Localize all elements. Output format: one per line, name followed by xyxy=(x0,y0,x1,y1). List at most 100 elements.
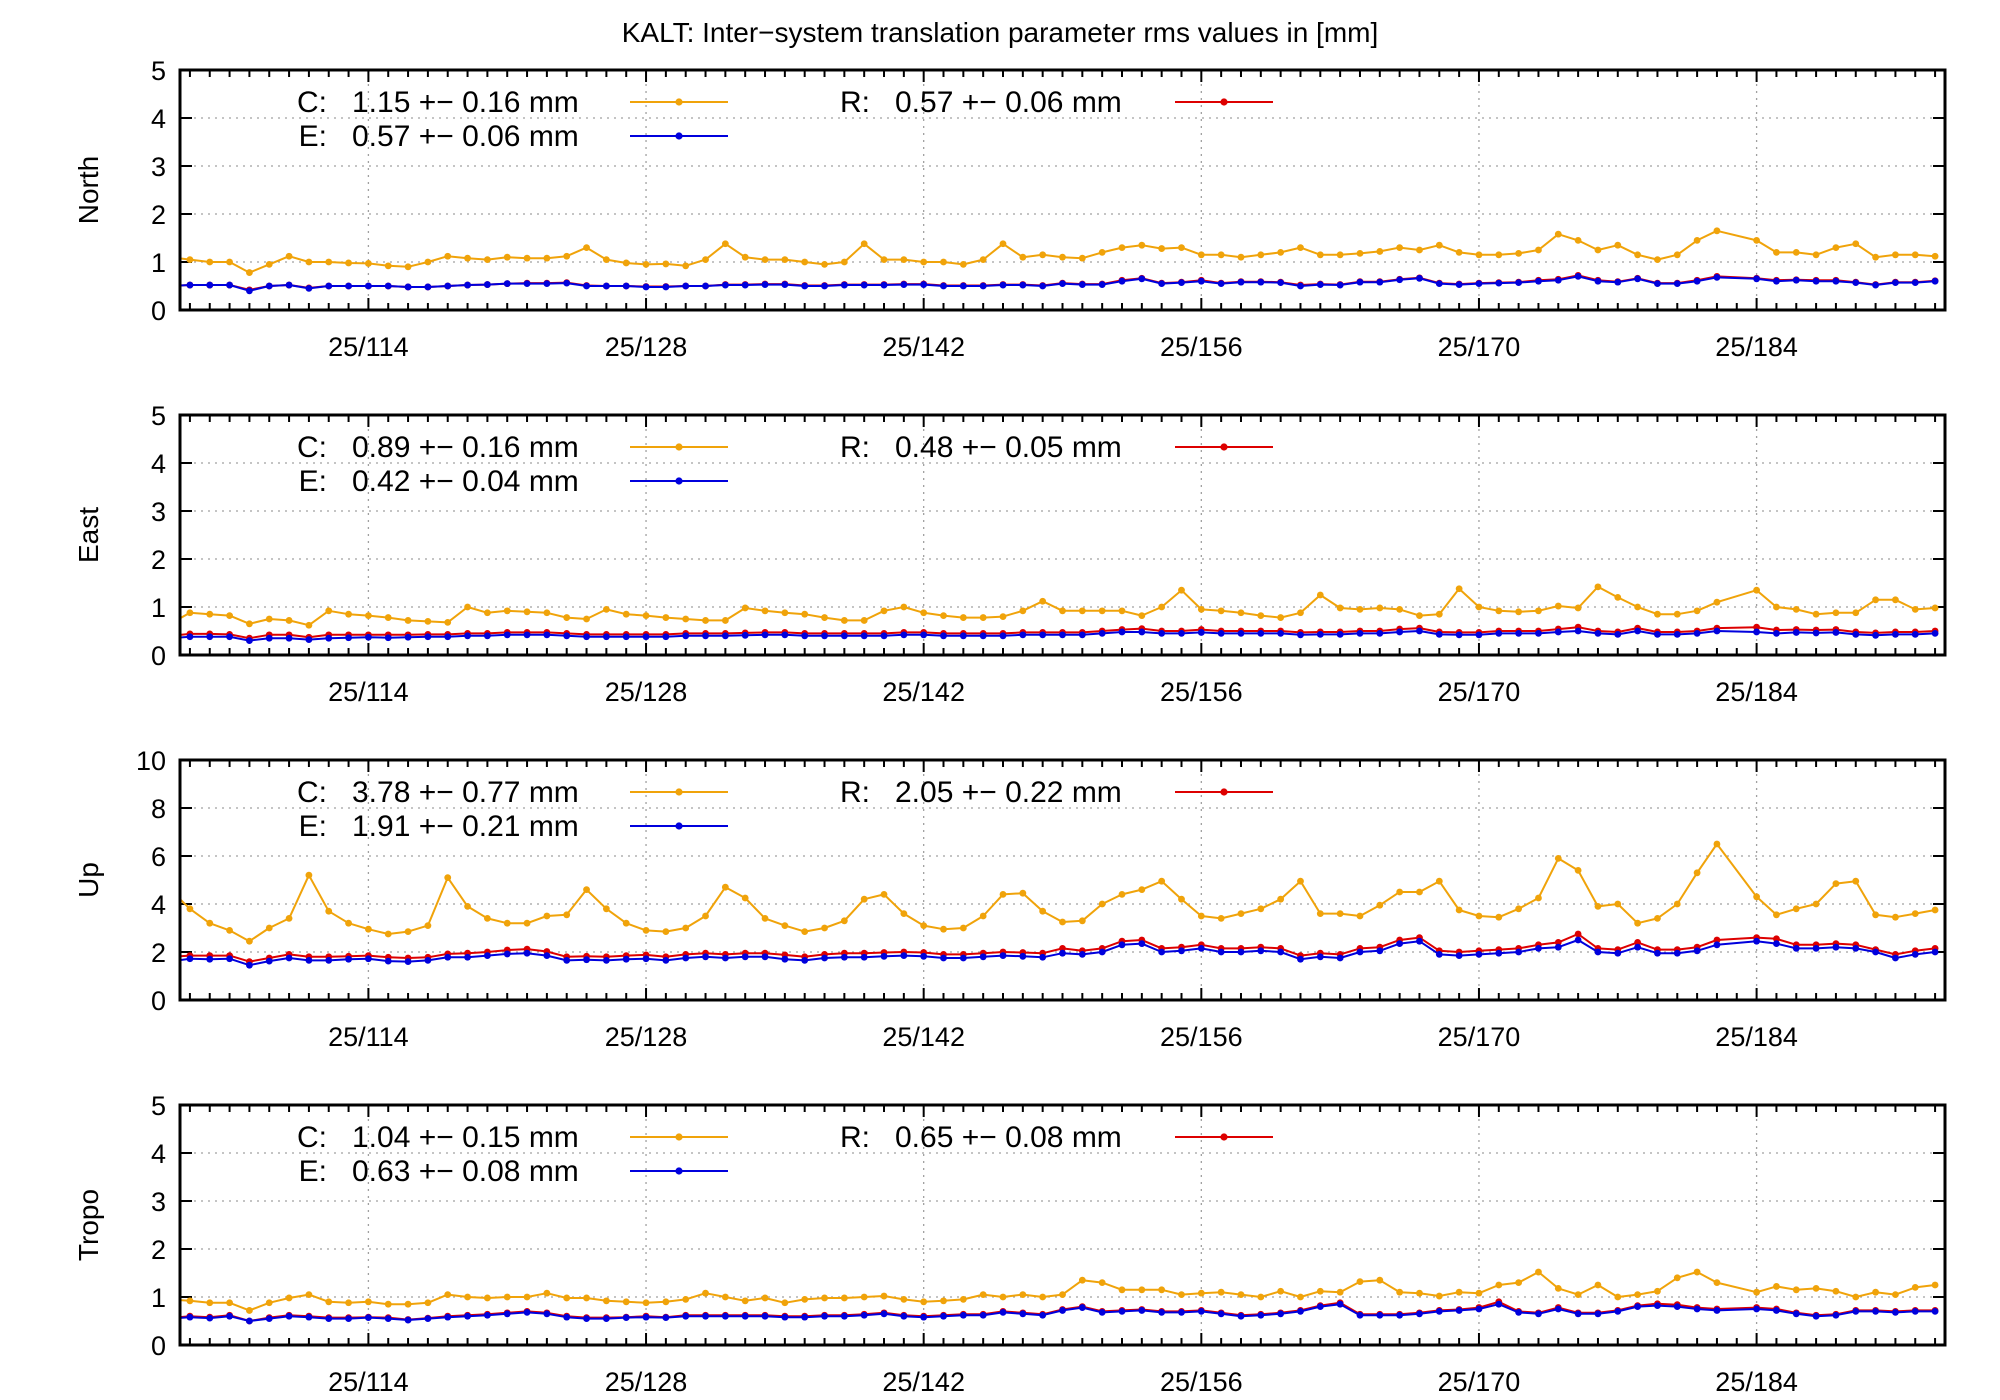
data-point-c xyxy=(364,925,372,933)
data-point-c xyxy=(642,1299,650,1307)
data-point-c xyxy=(325,258,333,266)
data-point-e xyxy=(265,282,273,290)
data-point-e xyxy=(920,281,928,288)
data-point-c xyxy=(1336,604,1344,612)
data-point-e xyxy=(206,633,214,641)
data-point-e xyxy=(1931,277,1939,285)
data-point-e xyxy=(1931,948,1939,956)
y-tick-label: 4 xyxy=(151,104,166,134)
data-point-c xyxy=(702,256,709,263)
data-point-c xyxy=(1554,855,1562,862)
data-point-c xyxy=(1773,1283,1780,1290)
data-point-c xyxy=(1673,1274,1681,1282)
data-point-c xyxy=(226,612,233,620)
data-point-e xyxy=(1634,275,1642,283)
data-point-e xyxy=(781,281,789,288)
data-point-e xyxy=(1237,278,1245,286)
data-point-e xyxy=(1336,1300,1344,1308)
data-point-e xyxy=(1336,954,1344,962)
x-tick-label: 25/142 xyxy=(882,332,965,362)
data-point-c xyxy=(1475,1289,1483,1297)
data-point-c xyxy=(1852,877,1860,885)
data-point-c xyxy=(1495,607,1503,615)
data-point-e xyxy=(840,1312,848,1320)
data-point-c xyxy=(1654,610,1661,618)
data-point-c xyxy=(1178,895,1185,903)
data-point-e xyxy=(1039,631,1047,639)
data-point-e xyxy=(206,281,214,289)
y-tick-label: 3 xyxy=(151,497,166,527)
data-point-e xyxy=(285,281,293,289)
data-point-r xyxy=(1713,936,1721,944)
data-point-e xyxy=(1098,281,1106,288)
data-point-e xyxy=(999,281,1007,289)
data-point-e xyxy=(1158,948,1166,956)
data-point-c xyxy=(702,1289,709,1297)
data-point-e xyxy=(186,281,194,289)
data-point-e xyxy=(1475,1305,1483,1313)
data-point-c xyxy=(424,618,432,625)
data-point-e xyxy=(1574,1310,1582,1318)
data-point-c xyxy=(523,919,531,927)
data-point-c xyxy=(464,1293,471,1301)
data-point-c xyxy=(1178,1291,1185,1298)
data-point-c xyxy=(345,610,352,618)
data-point-e xyxy=(662,1314,670,1322)
data-point-e xyxy=(464,953,471,961)
data-point-c xyxy=(900,256,908,263)
data-point-c xyxy=(167,254,174,261)
y-tick-label: 3 xyxy=(151,1187,166,1217)
legend-label-c: C: xyxy=(297,776,327,809)
data-point-c xyxy=(345,919,352,927)
x-tick-label: 25/128 xyxy=(605,677,688,707)
data-point-e xyxy=(523,280,531,287)
data-point-e xyxy=(464,281,471,289)
legend-value-e: 0.42 +− 0.04 mm xyxy=(352,465,579,498)
y-tick-label: 6 xyxy=(151,842,166,872)
data-point-c xyxy=(880,1292,888,1300)
data-point-c xyxy=(1059,1291,1066,1298)
data-point-c xyxy=(1614,1293,1622,1301)
data-point-c xyxy=(999,1293,1007,1301)
data-point-e xyxy=(1832,629,1840,636)
x-tick-label: 25/114 xyxy=(328,1022,409,1052)
data-point-c xyxy=(1455,1288,1463,1296)
data-point-c xyxy=(622,1298,630,1306)
data-point-c xyxy=(1911,910,1919,917)
data-point-c xyxy=(1495,913,1503,921)
data-point-c xyxy=(523,608,531,616)
data-point-c xyxy=(682,615,690,623)
legend-label-e: E: xyxy=(299,465,327,498)
data-point-e xyxy=(1237,1312,1245,1320)
data-point-c xyxy=(979,912,987,920)
data-point-e xyxy=(583,1315,590,1322)
data-point-c xyxy=(1039,1293,1047,1301)
data-point-c xyxy=(920,258,928,266)
data-point-c xyxy=(920,1298,928,1306)
y-tick-label: 2 xyxy=(151,938,166,968)
data-point-e xyxy=(364,1314,372,1322)
data-point-c xyxy=(662,260,670,268)
x-tick-label: 25/156 xyxy=(1160,1022,1243,1052)
data-point-e xyxy=(285,634,293,642)
data-point-e xyxy=(1316,281,1324,288)
data-point-c xyxy=(1892,1291,1899,1298)
data-point-e xyxy=(900,631,908,639)
y-tick-label: 5 xyxy=(151,1091,166,1121)
data-point-c xyxy=(246,1307,253,1314)
data-point-e xyxy=(1217,948,1225,956)
data-point-e xyxy=(1356,948,1364,956)
data-point-e xyxy=(801,1313,809,1321)
data-point-e xyxy=(1039,1311,1047,1319)
data-point-e xyxy=(483,1311,491,1319)
data-point-e xyxy=(1693,630,1701,637)
data-point-e xyxy=(1078,1304,1086,1311)
data-point-c xyxy=(444,252,452,260)
data-point-e xyxy=(563,279,571,287)
data-point-c xyxy=(1931,604,1939,612)
data-point-c xyxy=(1931,252,1939,260)
data-point-e xyxy=(1515,1308,1523,1316)
legend-value-c: 3.78 +− 0.77 mm xyxy=(352,776,579,809)
data-point-e xyxy=(781,631,789,639)
data-point-e xyxy=(860,632,868,640)
